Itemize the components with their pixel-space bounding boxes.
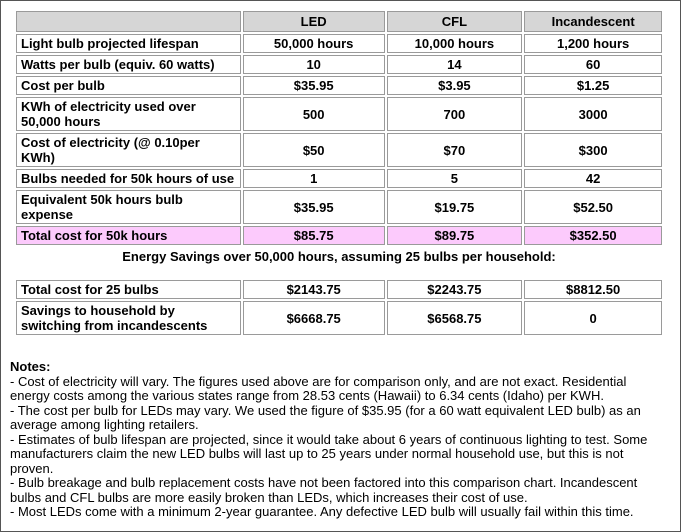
savings-title: Energy Savings over 50,000 hours, assumi…: [122, 249, 556, 264]
comparison-table: LED CFL Incandescent Light bulb projecte…: [14, 9, 664, 247]
led-value: $35.95: [242, 76, 385, 95]
table-row: Cost per bulb $35.95 $3.95 $1.25: [16, 76, 662, 95]
table-row: Watts per bulb (equiv. 60 watts) 10 14 6…: [16, 55, 662, 74]
row-label: Savings to household by switching from i…: [16, 301, 241, 335]
incandescent-value: $1.25: [524, 76, 662, 95]
incandescent-value: $352.50: [524, 226, 662, 245]
led-value: 50,000 hours: [242, 34, 385, 53]
cfl-value: $6568.75: [386, 301, 523, 335]
row-label: KWh of electricity used over 50,000 hour…: [16, 97, 241, 131]
led-value: 10: [242, 55, 385, 74]
cfl-value: $2243.75: [386, 280, 523, 299]
note-item: - Cost of electricity will vary. The fig…: [10, 373, 627, 403]
cfl-value: 700: [386, 97, 523, 131]
cfl-value: $3.95: [386, 76, 523, 95]
incandescent-value: 3000: [524, 97, 662, 131]
led-value: 500: [242, 97, 385, 131]
cfl-value: $19.75: [386, 190, 523, 224]
led-value: $85.75: [242, 226, 385, 245]
header-blank: [16, 11, 241, 32]
incandescent-value: $8812.50: [524, 280, 662, 299]
note-item: - The cost per bulb for LEDs may vary. W…: [10, 402, 641, 432]
header-led: LED: [242, 11, 385, 32]
cfl-value: 10,000 hours: [386, 34, 523, 53]
led-value: 1: [242, 169, 385, 188]
table-row: Equivalent 50k hours bulb expense $35.95…: [16, 190, 662, 224]
table-row: Savings to household by switching from i…: [16, 301, 662, 335]
table-row: Light bulb projected lifespan 50,000 hou…: [16, 34, 662, 53]
table-row: KWh of electricity used over 50,000 hour…: [16, 97, 662, 131]
incandescent-value: $300: [524, 133, 662, 167]
table-header-row: LED CFL Incandescent: [16, 11, 662, 32]
led-value: $6668.75: [242, 301, 385, 335]
row-label: Watts per bulb (equiv. 60 watts): [16, 55, 241, 74]
incandescent-value: 0: [524, 301, 662, 335]
note-item: - Estimates of bulb lifespan are project…: [10, 431, 648, 476]
incandescent-value: 1,200 hours: [524, 34, 662, 53]
note-item: - Most LEDs come with a minimum 2-year g…: [10, 504, 634, 519]
cfl-value: $89.75: [386, 226, 523, 245]
row-label: Cost per bulb: [16, 76, 241, 95]
incandescent-value: 42: [524, 169, 662, 188]
led-value: $35.95: [242, 190, 385, 224]
row-label: Total cost for 25 bulbs: [16, 280, 241, 299]
table-row: Bulbs needed for 50k hours of use 1 5 42: [16, 169, 662, 188]
header-incandescent: Incandescent: [524, 11, 662, 32]
row-label: Bulbs needed for 50k hours of use: [16, 169, 241, 188]
cfl-value: 14: [386, 55, 523, 74]
incandescent-value: $52.50: [524, 190, 662, 224]
led-value: $50: [242, 133, 385, 167]
total-cost-row: Total cost for 50k hours $85.75 $89.75 $…: [16, 226, 662, 245]
led-value: $2143.75: [242, 280, 385, 299]
notes-section: Notes: - Cost of electricity will vary. …: [10, 359, 660, 520]
savings-table: Total cost for 25 bulbs $2143.75 $2243.7…: [14, 278, 664, 337]
header-cfl: CFL: [386, 11, 523, 32]
cfl-value: 5: [386, 169, 523, 188]
incandescent-value: 60: [524, 55, 662, 74]
note-item: - Bulb breakage and bulb replacement cos…: [10, 475, 638, 505]
table-row: Total cost for 25 bulbs $2143.75 $2243.7…: [16, 280, 662, 299]
notes-title: Notes:: [10, 359, 51, 374]
row-label: Light bulb projected lifespan: [16, 34, 241, 53]
row-label: Equivalent 50k hours bulb expense: [16, 190, 241, 224]
table-row: Cost of electricity (@ 0.10per KWh) $50 …: [16, 133, 662, 167]
cfl-value: $70: [386, 133, 523, 167]
row-label: Cost of electricity (@ 0.10per KWh): [16, 133, 241, 167]
row-label: Total cost for 50k hours: [16, 226, 241, 245]
